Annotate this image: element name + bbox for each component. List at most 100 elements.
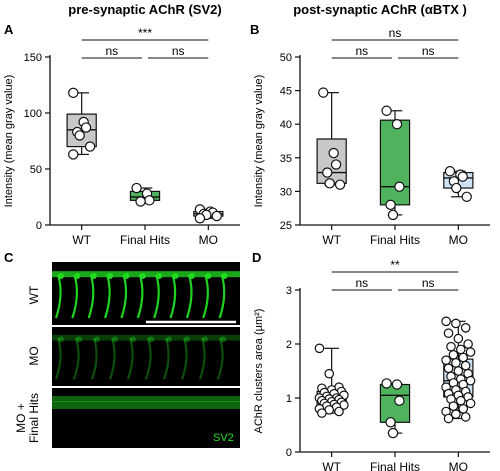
box-b: [316, 138, 347, 184]
x-tick-label-b: Final Hits: [370, 233, 420, 247]
data-point-d: [453, 366, 464, 376]
x-tick-label-a: MO: [199, 233, 218, 247]
data-point-a: [68, 87, 79, 99]
y-tick-label-a: 0: [36, 220, 42, 232]
x-tick-label-a: WT: [72, 233, 91, 247]
y-tick-label-d: 0: [286, 447, 292, 459]
data-point-d: [458, 352, 469, 363]
signal-spot: [76, 336, 82, 343]
data-point-d: [455, 395, 466, 406]
significance-label-d: ns: [355, 276, 368, 290]
data-point-d: [451, 358, 461, 368]
data-point-d: [453, 333, 464, 344]
panel-label-a: A: [4, 22, 14, 37]
y-tick-label-b: 40: [280, 119, 292, 131]
signal-spot: [130, 336, 136, 343]
signal-spot: [156, 273, 163, 279]
stain-label: SV2: [213, 432, 234, 444]
y-axis-label-d: AChR clusters area (µm²): [253, 309, 265, 434]
data-point-a: [68, 149, 79, 160]
signal-chevron: [126, 337, 134, 380]
data-point-d: [324, 368, 335, 379]
data-point-d: [334, 406, 344, 417]
signal-spot: [221, 273, 228, 279]
y-tick-label-b: 25: [280, 220, 292, 232]
micrograph-panel: SV2 WT MO MO + Final Hits: [14, 262, 240, 448]
micrograph-divider-2: [52, 386, 240, 388]
micrograph-wt-signal: [52, 271, 240, 319]
data-point-d: [465, 398, 476, 409]
signal-chevron: [180, 337, 188, 380]
signal-chevron: [108, 337, 116, 380]
y-axis-label-a: Intensity (mean gray value): [3, 75, 15, 208]
signal-chevron: [216, 337, 224, 380]
data-point-d: [465, 375, 476, 386]
data-point-d: [443, 413, 454, 424]
data-point-b: [387, 209, 399, 221]
signal-spot: [123, 273, 130, 279]
significance-label-b: ns: [422, 44, 435, 58]
data-point-a: [144, 195, 155, 206]
panel-label-b: B: [250, 22, 259, 37]
data-point-d: [460, 360, 471, 371]
micrograph-row-label: WT: [27, 285, 41, 304]
signal-spot: [112, 336, 118, 343]
data-point-b: [391, 118, 403, 130]
data-point-d: [451, 409, 461, 419]
signal-spot: [74, 273, 81, 279]
micrograph-divider-1: [52, 325, 240, 327]
x-tick-label-d: MO: [449, 460, 468, 471]
data-point-d: [391, 379, 403, 390]
y-tick-label-b: 30: [280, 186, 292, 198]
micrograph-mo-final-hits-signal: [52, 395, 240, 409]
data-point-d: [463, 339, 473, 349]
signal-spot: [148, 336, 154, 343]
data-point-d: [441, 316, 451, 327]
data-point-d: [455, 344, 466, 355]
x-tick-label-d: WT: [322, 460, 341, 471]
signal-spot: [166, 336, 172, 343]
data-point-a: [131, 182, 142, 194]
chart-title-b: post-synaptic AChR (αBTX ): [293, 2, 467, 17]
signal-spot: [58, 273, 64, 279]
signal-chevron: [72, 337, 80, 380]
data-point-b: [394, 181, 405, 192]
y-tick-label-d: 3: [286, 285, 292, 297]
signal-spot: [220, 336, 226, 343]
x-tick-label-d: Final Hits: [370, 460, 420, 471]
panel-label-c: C: [4, 250, 14, 265]
y-tick-label-d: 2: [286, 339, 292, 351]
signal-spot: [202, 336, 208, 343]
x-tick-label-b: MO: [449, 233, 468, 247]
data-point-b: [385, 199, 396, 211]
signal-chevron: [198, 337, 206, 380]
x-tick-label-b: WT: [322, 233, 341, 247]
data-point-b: [318, 87, 329, 98]
data-point-b: [444, 166, 456, 177]
signal-band: [52, 271, 240, 278]
box-b: [379, 119, 411, 206]
micrograph-row-label: MO: [27, 346, 41, 365]
data-point-b: [457, 171, 468, 182]
y-tick-label-b: 50: [280, 52, 292, 64]
signal-spot: [139, 273, 146, 279]
data-point-b: [451, 182, 462, 194]
data-point-b: [324, 178, 335, 189]
micrograph-row-label: Final Hits: [27, 393, 41, 443]
data-point-d: [460, 322, 471, 333]
y-axis-label-b: Intensity (mean gray value): [253, 75, 265, 208]
data-point-d: [448, 401, 459, 411]
data-point-b: [330, 159, 342, 170]
signal-band-diffuse: [52, 401, 240, 409]
signal-spot: [188, 273, 195, 279]
data-point-a: [194, 213, 206, 224]
data-point-d: [314, 343, 325, 354]
data-point-b: [461, 191, 472, 202]
data-point-d: [381, 378, 392, 389]
data-point-a: [80, 122, 92, 133]
chart-b: post-synaptic AChR (αBTX ) Intensity (mea…: [253, 2, 490, 247]
chart-a: pre-synaptic AChR (SV2) Intensity (mean g…: [3, 2, 240, 247]
signal-spot: [58, 336, 64, 343]
significance-label-d: ns: [422, 276, 435, 290]
